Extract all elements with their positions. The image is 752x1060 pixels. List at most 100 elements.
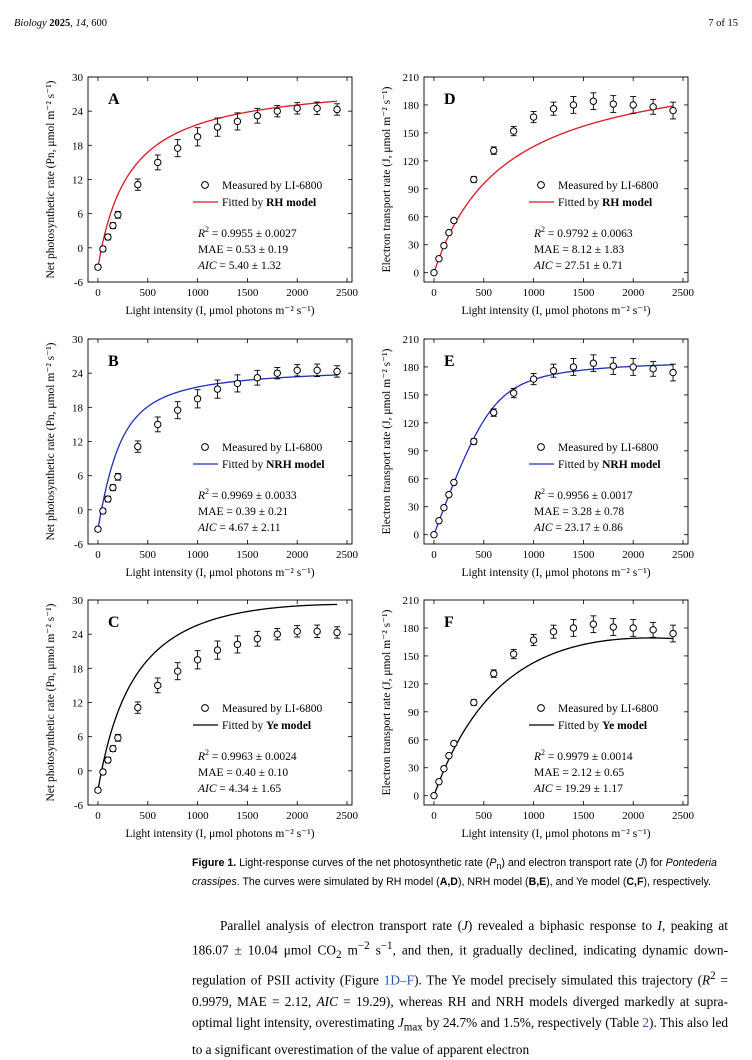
x-tick-label: 2500 [336, 549, 359, 561]
y-axis-label: Net photosynthetic rate (Pn, μmol m⁻² s⁻… [45, 342, 57, 540]
y-axis-label: Electron transport rate (J, μmol m⁻² s⁻¹… [381, 348, 393, 534]
stat-aic: AIC = 5.40 ± 1.32 [197, 260, 281, 272]
data-point [629, 619, 637, 637]
data-point [213, 379, 222, 399]
x-tick-label: 0 [95, 549, 101, 561]
stat-r2-exponent: 2 [205, 225, 209, 234]
data-point [313, 363, 321, 378]
x-tick-label: 2500 [336, 287, 359, 299]
data-marker [154, 420, 162, 429]
legend-measured: Measured by LI-6800 [222, 703, 323, 715]
data-marker [649, 365, 657, 373]
data-point [470, 175, 478, 184]
stat-aic-value: = 23.17 ± 0.86 [553, 522, 624, 534]
data-marker [293, 627, 301, 636]
data-point [490, 408, 498, 417]
data-marker [99, 507, 107, 515]
data-point [549, 624, 558, 639]
legend-measured: Measured by LI-6800 [222, 180, 323, 192]
data-marker [109, 483, 117, 492]
data-point [99, 768, 107, 776]
y-tick-label: 150 [403, 651, 420, 663]
x-axis-label: Light intensity (I, μmol photons m⁻² s⁻¹… [461, 567, 650, 579]
legend-fitted-prefix: Fitted by [222, 720, 266, 732]
data-marker [669, 106, 677, 115]
data-point [173, 401, 182, 420]
data-point [490, 669, 498, 678]
stat-mae: MAE = 0.39 ± 0.21 [198, 506, 288, 518]
y-tick-label: 60 [408, 212, 420, 224]
data-point [450, 739, 458, 748]
legend-fitted: Fitted by Ye model [222, 720, 311, 732]
data-point [589, 615, 598, 634]
stat-aic-symbol: AIC [197, 783, 217, 795]
figure-ref-link[interactable]: 1D–F [383, 972, 415, 988]
stat-aic-value: = 5.40 ± 1.32 [217, 260, 282, 272]
data-point [529, 373, 538, 386]
y-tick-label: 210 [403, 595, 420, 607]
data-point [669, 624, 677, 643]
data-point [293, 102, 301, 115]
x-tick-label: 500 [140, 287, 157, 299]
stat-aic-value: = 4.67 ± 2.11 [217, 522, 281, 534]
table-ref-link[interactable]: 2 [642, 1015, 650, 1031]
data-point [529, 634, 538, 647]
legend-fitted-prefix: Fitted by [222, 197, 266, 209]
x-axis-label: Light intensity (I, μmol photons m⁻² s⁻¹… [125, 567, 314, 579]
stat-aic: AIC = 4.34 ± 1.65 [197, 783, 281, 795]
body-text-7: ). The Ye model precisely simulated this… [414, 972, 703, 988]
data-point [193, 650, 202, 670]
data-point [609, 95, 617, 113]
x-tick-label: 500 [140, 549, 157, 561]
data-marker [430, 530, 438, 539]
y-tick-label: -6 [74, 277, 84, 289]
x-axis-label: Light intensity (I, μmol photons m⁻² s⁻¹… [125, 828, 314, 840]
x-tick-label: 1000 [523, 549, 546, 561]
data-point [173, 139, 182, 158]
chart-panel-b: 0 500 1000 1500 2000 2500 -6 0 6 12 18 24 30 Light in… [45, 334, 359, 579]
chart-panel-f: 0 500 1000 1500 2000 2500 0 30 60 90 120 150 180 210 L… [381, 595, 695, 840]
data-marker [94, 786, 102, 794]
data-marker [430, 268, 438, 277]
data-marker [333, 105, 341, 114]
stat-r2-value: = 0.9955 ± 0.0027 [209, 228, 297, 240]
x-axis-label: Light intensity (I, μmol photons m⁻² s⁻¹… [461, 305, 650, 317]
stat-r2-symbol: R [197, 490, 205, 502]
data-marker [333, 628, 341, 637]
journal-year: 2025 [49, 18, 71, 29]
data-point [94, 525, 102, 533]
body-sup-1: −2 [357, 940, 370, 953]
x-tick-label: 0 [95, 287, 101, 299]
data-marker [490, 669, 498, 678]
data-marker [509, 650, 518, 658]
y-tick-label: 6 [78, 471, 84, 483]
stat-r2-symbol: R [533, 228, 541, 240]
data-point [569, 358, 578, 376]
data-point [273, 367, 281, 380]
data-point [193, 389, 202, 409]
data-point [445, 228, 453, 237]
body-i: I [657, 918, 662, 933]
y-tick-label: 120 [403, 156, 420, 168]
data-marker [173, 144, 182, 152]
caption-text-4: . The curves were simulated by RH model … [236, 875, 440, 888]
caption-text-6: ), and Ye model ( [546, 875, 627, 888]
data-point [509, 125, 518, 137]
stat-aic-symbol: AIC [533, 260, 553, 272]
data-point [435, 255, 443, 263]
stat-r2: R2 = 0.9963 ± 0.0024 [197, 748, 297, 763]
data-marker [649, 626, 657, 634]
data-marker [470, 175, 478, 184]
y-tick-label: 6 [78, 732, 84, 744]
x-tick-label: 0 [431, 287, 437, 299]
x-tick-label: 500 [140, 810, 157, 822]
data-point [173, 662, 182, 681]
stat-r2-symbol: R [197, 751, 205, 763]
legend-fitted-model: Ye model [266, 720, 311, 732]
data-marker [569, 363, 578, 371]
data-point [450, 478, 458, 487]
data-marker [104, 233, 112, 241]
y-axis-label: Net photosynthetic rate (Pn, μmol m⁻² s⁻… [45, 603, 57, 801]
y-tick-label: 180 [403, 623, 420, 635]
y-tick-label: 180 [403, 100, 420, 112]
